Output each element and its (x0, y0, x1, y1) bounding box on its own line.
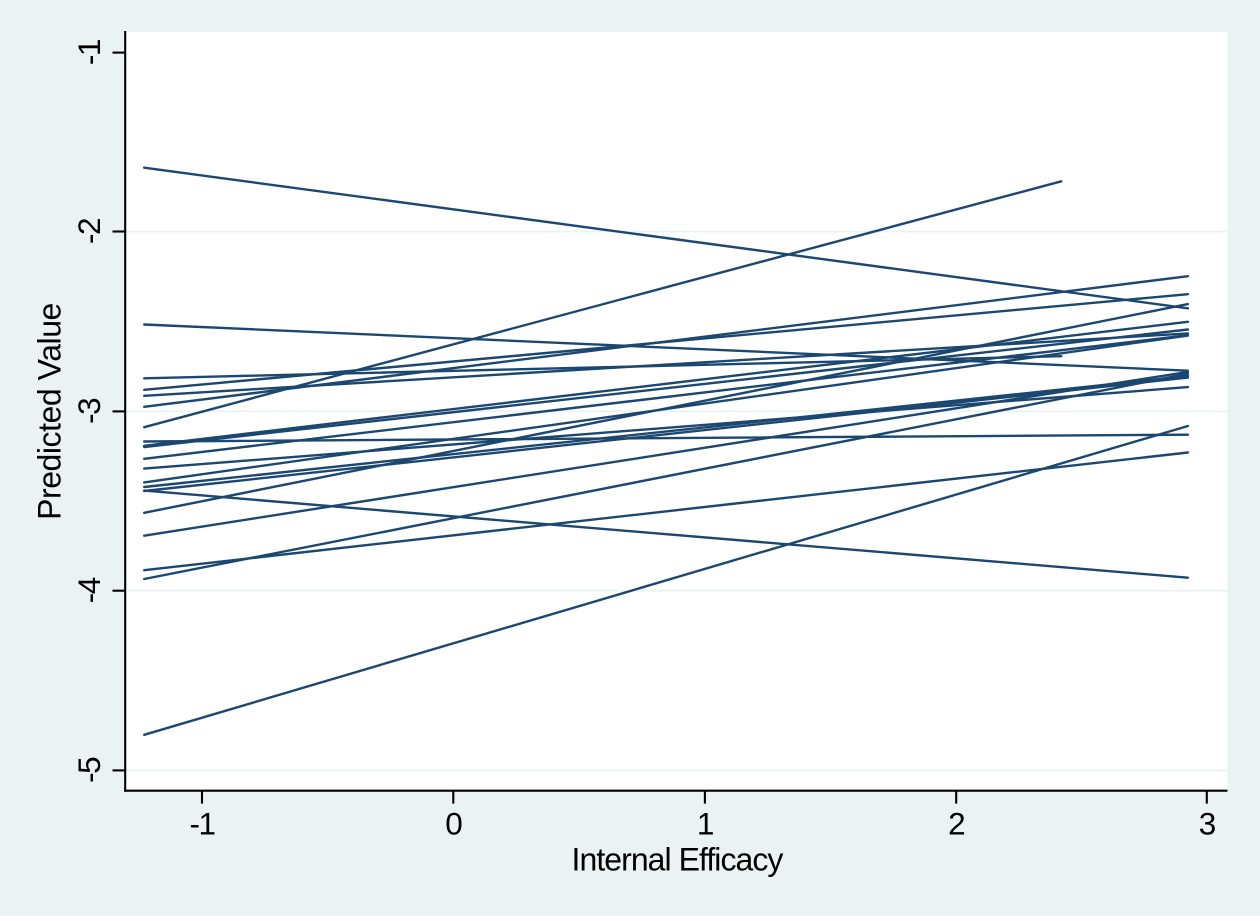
svg-text:Internal Efficacy: Internal Efficacy (572, 841, 784, 877)
svg-text:-1: -1 (71, 40, 107, 65)
svg-text:Predicted Value: Predicted Value (32, 303, 68, 520)
svg-text:-2: -2 (71, 219, 107, 244)
svg-text:2: 2 (948, 806, 964, 842)
svg-text:-4: -4 (71, 577, 107, 603)
svg-text:-1: -1 (189, 806, 214, 842)
svg-text:1: 1 (697, 806, 713, 842)
svg-text:3: 3 (1199, 806, 1216, 842)
svg-text:-3: -3 (71, 398, 107, 424)
svg-text:0: 0 (445, 806, 462, 842)
svg-text:-5: -5 (71, 757, 107, 783)
